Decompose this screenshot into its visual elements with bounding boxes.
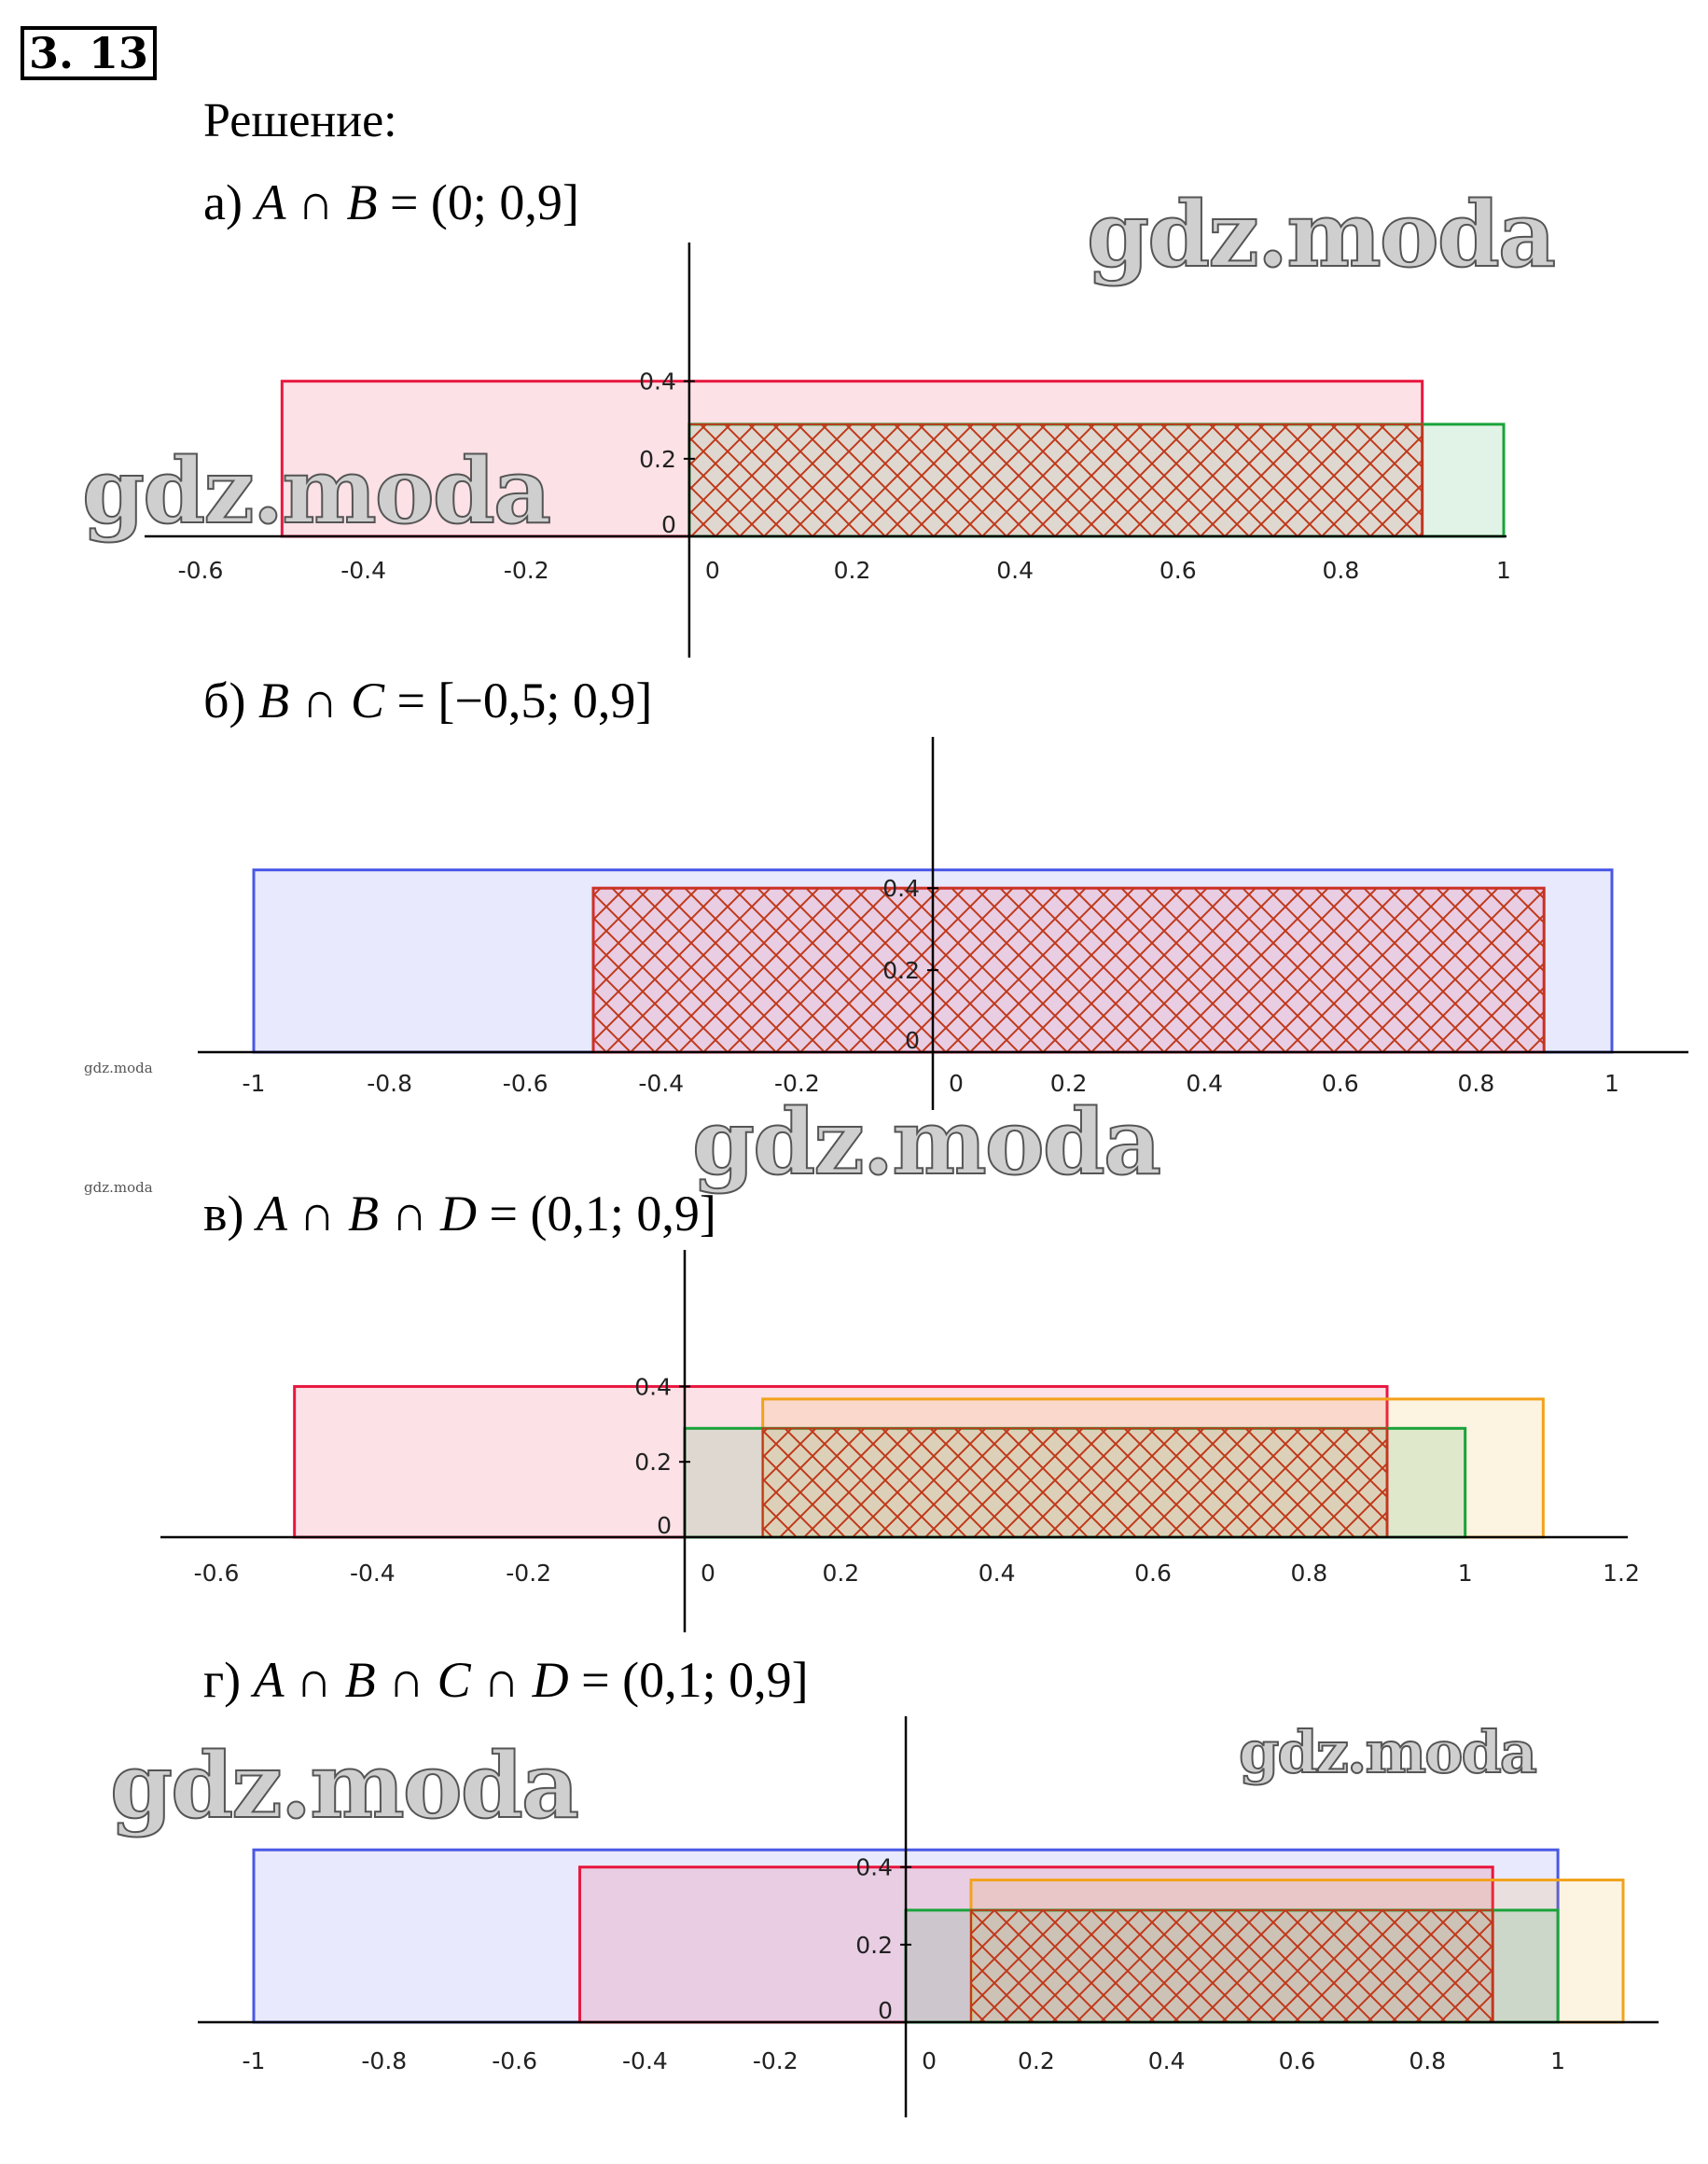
x-tick-label: -0.4 bbox=[622, 2047, 668, 2074]
x-tick-label: 1 bbox=[1550, 2047, 1565, 2074]
y-tick-label: 0 bbox=[905, 1027, 920, 1054]
part-a-plot: -0.6 -0.4 -0.2 0 0.2 0.4 0.6 0.8 1 0 0.2 0.4 bbox=[145, 243, 1511, 658]
part-g-answer: = (0,1; 0,9] bbox=[581, 1652, 809, 1708]
part-a-expression: A ∩ B bbox=[255, 174, 378, 230]
x-tick-label: -0.2 bbox=[504, 557, 549, 584]
part-v-caption: в) A ∩ B ∩ D = (0,1; 0,9] bbox=[203, 1185, 716, 1242]
watermark-small: gdz.moda bbox=[84, 1179, 153, 1196]
x-tick-label: -0.6 bbox=[492, 2047, 537, 2074]
x-tick-label: 0 bbox=[705, 557, 720, 584]
part-v-answer: = (0,1; 0,9] bbox=[489, 1186, 716, 1242]
y-tick-label: 0.2 bbox=[855, 1932, 893, 1959]
intersection-hatch bbox=[687, 423, 1423, 538]
y-tick-label: 0.4 bbox=[855, 1854, 893, 1881]
x-tick-label: 0.2 bbox=[1050, 1070, 1088, 1097]
x-tick-label: 1.2 bbox=[1603, 1560, 1640, 1587]
x-tick-label: -0.8 bbox=[367, 1070, 412, 1097]
part-b-caption: б) B ∩ C = [−0,5; 0,9] bbox=[203, 672, 652, 729]
x-tick-label: 0.8 bbox=[1409, 2047, 1446, 2074]
y-tick-label: 0.2 bbox=[882, 957, 920, 984]
x-tick-label: 1 bbox=[1604, 1070, 1619, 1097]
x-tick-label: 0.8 bbox=[1290, 1560, 1327, 1587]
x-tick-label: -0.2 bbox=[506, 1560, 551, 1587]
part-b-expression: B ∩ C bbox=[257, 673, 384, 728]
intersection-hatch bbox=[969, 1908, 1494, 2024]
y-tick-label: 0.2 bbox=[639, 446, 676, 473]
x-tick-label: 0.6 bbox=[1279, 2047, 1316, 2074]
x-tick-label: 0.8 bbox=[1322, 557, 1359, 584]
x-tick-label: -1 bbox=[243, 2047, 266, 2074]
x-tick-label: 0.4 bbox=[979, 1560, 1016, 1587]
part-g-expression: A ∩ B ∩ C ∩ D bbox=[253, 1652, 569, 1708]
watermark-small: gdz.moda bbox=[84, 1060, 153, 1076]
part-b-answer: = [−0,5; 0,9] bbox=[396, 673, 653, 728]
intersection-hatch bbox=[761, 1427, 1388, 1538]
x-tick-label: -0.2 bbox=[753, 2047, 798, 2074]
x-tick-label: -1 bbox=[243, 1070, 266, 1097]
part-g-label: г) bbox=[203, 1652, 242, 1708]
part-a-caption: а) A ∩ B = (0; 0,9] bbox=[203, 173, 579, 231]
x-tick-label: 0 bbox=[922, 2047, 937, 2074]
x-tick-label: 0.6 bbox=[1322, 1070, 1359, 1097]
y-tick-label: 0.4 bbox=[634, 1373, 672, 1400]
x-tick-label: 0.6 bbox=[1159, 557, 1197, 584]
x-tick-label: -0.4 bbox=[638, 1070, 684, 1097]
y-tick-label: 0.4 bbox=[882, 875, 920, 902]
x-tick-label: 0.2 bbox=[834, 557, 871, 584]
x-tick-label: 1 bbox=[1458, 1560, 1473, 1587]
x-tick-label: 1 bbox=[1496, 557, 1511, 584]
part-v-label: в) bbox=[203, 1186, 244, 1242]
y-tick-label: 0 bbox=[661, 511, 676, 538]
y-tick-label: 0.2 bbox=[634, 1449, 672, 1476]
x-tick-label: 0 bbox=[949, 1070, 964, 1097]
x-tick-label: 0.4 bbox=[1148, 2047, 1186, 2074]
x-tick-label: -0.4 bbox=[340, 557, 386, 584]
y-tick-label: 0 bbox=[657, 1512, 672, 1539]
solution-heading: Решение: bbox=[203, 94, 397, 147]
y-tick-label: 0 bbox=[878, 1997, 893, 2024]
part-b-label: б) bbox=[203, 673, 246, 728]
part-a-label: а) bbox=[203, 174, 243, 230]
part-g-plot: -1 -0.8 -0.6 -0.4 -0.2 0 0.2 0.4 0.6 0.8 1 0 0.2 0.4 bbox=[198, 1716, 1659, 2117]
part-g-caption: г) A ∩ B ∩ C ∩ D = (0,1; 0,9] bbox=[203, 1651, 809, 1709]
x-tick-label: -0.6 bbox=[178, 557, 224, 584]
part-v-expression: A ∩ B ∩ D bbox=[256, 1186, 477, 1242]
x-tick-label: 0.4 bbox=[996, 557, 1034, 584]
x-tick-label: 0 bbox=[701, 1560, 715, 1587]
part-v-plot: -0.6 -0.4 -0.2 0 0.2 0.4 0.6 0.8 1 1.2 0 0.2 0.4 bbox=[160, 1250, 1640, 1632]
x-tick-label: -0.2 bbox=[774, 1070, 820, 1097]
y-tick-label: 0.4 bbox=[639, 368, 676, 395]
x-tick-label: 0.6 bbox=[1134, 1560, 1172, 1587]
x-tick-label: -0.8 bbox=[361, 2047, 407, 2074]
x-tick-label: -0.6 bbox=[194, 1560, 240, 1587]
x-tick-label: 0.2 bbox=[822, 1560, 859, 1587]
x-tick-label: 0.4 bbox=[1186, 1070, 1223, 1097]
part-a-answer: = (0; 0,9] bbox=[389, 174, 579, 230]
problem-number: 3. 13 bbox=[21, 26, 157, 80]
intersection-hatch bbox=[592, 887, 1546, 1053]
x-tick-label: -0.6 bbox=[503, 1070, 549, 1097]
x-tick-label: 0.8 bbox=[1458, 1070, 1495, 1097]
x-tick-label: -0.4 bbox=[350, 1560, 396, 1587]
x-tick-label: 0.2 bbox=[1018, 2047, 1055, 2074]
part-b-plot: -1 -0.8 -0.6 -0.4 -0.2 0 0.2 0.4 0.6 0.8 1 0 0.2 0.4 bbox=[198, 737, 1688, 1110]
